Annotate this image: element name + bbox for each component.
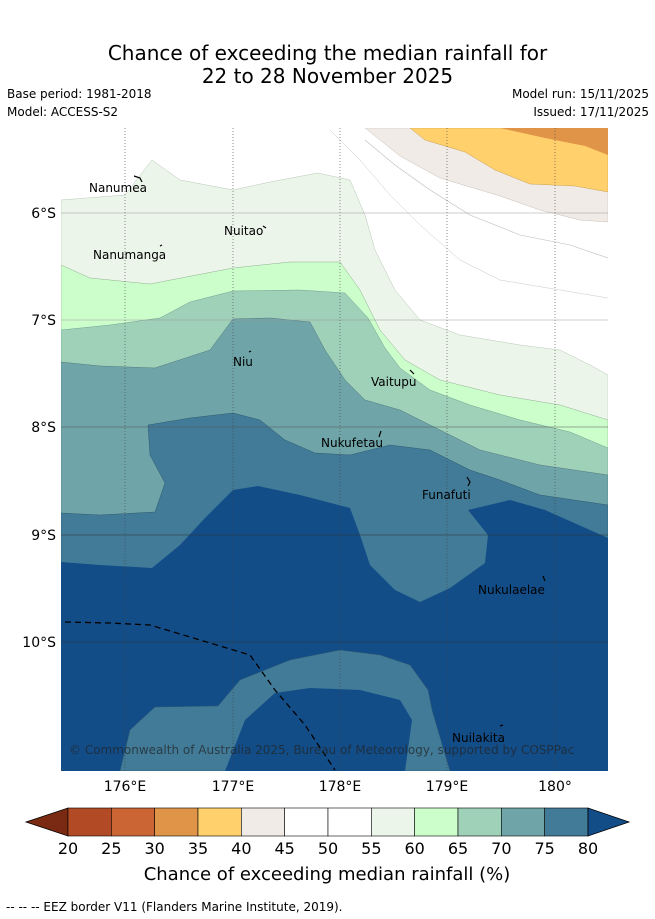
- contour-fills: [61, 128, 608, 771]
- copyright-notice: © Commonwealth of Australia 2025, Bureau…: [69, 743, 574, 757]
- island-niu-mark: [248, 350, 252, 353]
- model-name: Model: ACCESS-S2: [7, 105, 119, 119]
- band-above-80-south: [225, 688, 412, 771]
- band-30-35: [500, 128, 608, 155]
- colorbar-segment: [501, 807, 545, 837]
- colorbar-segment: [154, 807, 199, 837]
- lat-tick-8: 8°S: [31, 420, 56, 436]
- colorbar-segment: [544, 807, 589, 837]
- label-nuilakita: Nuilakita: [452, 731, 505, 745]
- colorbar-tick: 65: [448, 839, 468, 858]
- eez-border: [64, 621, 336, 771]
- label-nuitao: Nuitao: [224, 224, 263, 238]
- lon-tick-179: 179°E: [426, 779, 469, 795]
- colorbar-segment: [241, 807, 285, 837]
- gridlines: [61, 128, 608, 771]
- colorbar-tick: 40: [231, 839, 251, 858]
- colorbar-arrow-low: [24, 807, 69, 837]
- colorbar-tick: 50: [318, 839, 338, 858]
- issued-date: Issued: 17/11/2025: [533, 105, 649, 119]
- island-nanumanga-mark: [159, 244, 163, 247]
- lat-tick-9: 9°S: [31, 528, 56, 544]
- colorbar: [24, 807, 631, 837]
- colorbar-segment: [371, 807, 415, 837]
- colorbar-segment: [284, 807, 329, 837]
- colorbar-segment: [67, 807, 112, 837]
- label-funafuti: Funafuti: [422, 488, 471, 502]
- colorbar-segment: [457, 807, 502, 837]
- base-period: Base period: 1981-2018: [7, 87, 152, 101]
- contour-line-50: [364, 139, 608, 259]
- colorbar-tick: 30: [144, 839, 164, 858]
- place-labels: Nanumea Nuitao Nanumanga Niu Vaitupu Nuk…: [89, 181, 545, 745]
- label-nukulaelae: Nukulaelae: [478, 583, 545, 597]
- rainfall-map: Nanumea Nuitao Nanumanga Niu Vaitupu Nuk…: [22, 128, 631, 885]
- lon-tick-labels: 176°E 177°E 178°E 179°E 180°: [104, 779, 572, 795]
- label-nanumanga: Nanumanga: [93, 248, 166, 262]
- colorbar-tick: 35: [188, 839, 208, 858]
- eez-footnote: -- -- -- EEZ border V11 (Flanders Marine…: [6, 900, 343, 914]
- label-niu: Niu: [233, 355, 253, 369]
- colorbar-segment: [327, 807, 372, 837]
- lon-tick-178: 178°E: [319, 779, 362, 795]
- colorbar-tick-labels: 20 25 30 35 40 45 50 55 60 65 70 75 80: [58, 839, 598, 858]
- island-funafuti-mark: [466, 476, 471, 487]
- lat-tick-10: 10°S: [22, 635, 56, 651]
- map-title-line2: 22 to 28 November 2025: [201, 64, 454, 88]
- lon-tick-177: 177°E: [212, 779, 255, 795]
- island-nuilakita-mark: [499, 724, 504, 727]
- lon-tick-176: 176°E: [104, 779, 147, 795]
- lat-tick-6: 6°S: [31, 206, 56, 222]
- island-nuitao-mark: [262, 225, 267, 229]
- colorbar-segment: [197, 807, 242, 837]
- contour-line-55: [329, 129, 608, 299]
- model-run: Model run: 15/11/2025: [511, 87, 649, 101]
- island-nukufetau-mark: [378, 430, 382, 438]
- lon-tick-180: 180°: [538, 779, 572, 795]
- colorbar-tick: 60: [404, 839, 424, 858]
- colorbar-tick: 45: [274, 839, 294, 858]
- lat-tick-labels: 6°S 7°S 8°S 9°S 10°S: [22, 206, 56, 651]
- band-above-80: [61, 486, 608, 771]
- colorbar-tick: 70: [491, 839, 511, 858]
- island-nukulaelae-mark: [542, 575, 546, 582]
- island-marks: [133, 175, 546, 727]
- map-title-line1: Chance of exceeding the median rainfall …: [107, 41, 548, 65]
- island-vaitupu-mark: [409, 369, 415, 375]
- colorbar-arrow-high: [587, 807, 631, 837]
- colorbar-tick: 55: [361, 839, 381, 858]
- lat-tick-7: 7°S: [31, 313, 56, 329]
- colorbar-tick: 20: [58, 839, 78, 858]
- label-nanumea: Nanumea: [89, 181, 147, 195]
- colorbar-segment: [111, 807, 155, 837]
- colorbar-segment: [414, 807, 459, 837]
- colorbar-tick: 75: [534, 839, 554, 858]
- colorbar-tick: 25: [101, 839, 121, 858]
- label-vaitupu: Vaitupu: [371, 375, 417, 389]
- label-nukufetau: Nukufetau: [321, 436, 383, 450]
- band-35-40: [409, 128, 608, 193]
- island-nanumea-mark: [133, 175, 143, 183]
- colorbar-tick: 80: [578, 839, 598, 858]
- colorbar-label: Chance of exceeding median rainfall (%): [144, 864, 511, 885]
